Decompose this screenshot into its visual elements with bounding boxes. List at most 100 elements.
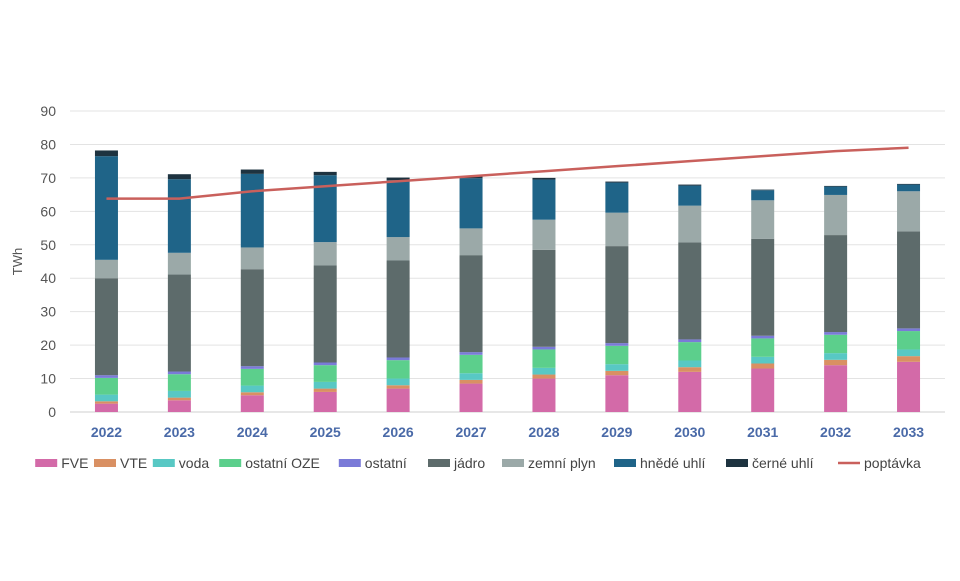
bar-segment-ostatní-oze — [94, 377, 118, 395]
bar-segment-zemní-plyn — [94, 259, 118, 279]
bar-segment-voda — [751, 356, 775, 364]
bar-segment-zemní-plyn — [386, 237, 410, 261]
bar-segment-ostatní-oze — [605, 345, 629, 365]
bar-segment-fve — [678, 371, 702, 412]
bar-segment-ostatní — [167, 371, 191, 375]
bar-segment-vte — [897, 356, 921, 362]
legend-label: černé uhlí — [752, 455, 814, 471]
bar-segment-fve — [313, 391, 337, 412]
bar-segment-ostatní-oze — [313, 365, 337, 382]
legend-swatch — [428, 459, 450, 467]
gridlines — [70, 110, 945, 413]
bar-segment-zemní-plyn — [751, 200, 775, 239]
bar-segment-zemní-plyn — [824, 194, 848, 236]
y-tick-label: 40 — [40, 270, 56, 286]
demand-line-path — [106, 146, 909, 200]
bar-segment-černé-uhlí — [897, 183, 921, 185]
bar-segment-černé-uhlí — [678, 184, 702, 186]
bar-segment-černé-uhlí — [94, 150, 118, 157]
bar-segment-voda — [459, 373, 483, 380]
bar-segment-jádro — [605, 246, 629, 344]
bar-segment-voda — [386, 378, 410, 386]
legend-swatch — [338, 459, 361, 467]
bar-segment-jádro — [824, 235, 848, 333]
bar-segment-voda — [824, 353, 848, 360]
y-tick-label: 0 — [48, 404, 56, 420]
y-tick-label: 70 — [40, 170, 56, 186]
bar-segment-zemní-plyn — [313, 242, 337, 266]
bar-segment-voda — [240, 385, 264, 393]
legend-swatch — [726, 459, 748, 467]
bar-segment-fve — [459, 383, 483, 412]
y-tick-label: 50 — [40, 237, 56, 253]
bar-segment-ostatní — [94, 375, 118, 378]
bar-segment-fve — [605, 375, 629, 412]
x-tick-label: 2024 — [237, 424, 268, 440]
bar-segment-černé-uhlí — [605, 181, 629, 183]
bar-segment-jádro — [678, 242, 702, 340]
bar-segment-zemní-plyn — [532, 219, 556, 250]
bar-segment-jádro — [167, 274, 191, 372]
bar-segment-voda — [532, 367, 556, 375]
bar-segment-jádro — [313, 265, 337, 363]
bar-segment-voda — [605, 364, 629, 371]
bar-segment-vte — [386, 385, 410, 389]
bar-segment-ostatní-oze — [751, 338, 775, 357]
bar-segment-jádro — [897, 231, 921, 329]
bar-segment-fve — [240, 395, 264, 412]
bar-segment-hnědé-uhlí — [897, 184, 921, 192]
bar-segment-fve — [386, 388, 410, 412]
bar-segment-voda — [167, 390, 191, 398]
bar-segment-zemní-plyn — [167, 252, 191, 275]
bar-segment-ostatní-oze — [824, 334, 848, 354]
bar-segment-zemní-plyn — [678, 205, 702, 243]
bar-segment-ostatní-oze — [459, 354, 483, 374]
bar-segment-zemní-plyn — [897, 191, 921, 232]
bar-segment-voda — [94, 394, 118, 402]
legend-swatch — [614, 459, 636, 467]
bar-segment-ostatní — [532, 346, 556, 350]
bars — [94, 150, 921, 412]
bar-segment-černé-uhlí — [386, 177, 410, 181]
y-tick-label: 90 — [40, 103, 56, 119]
bar-segment-ostatní — [605, 343, 629, 346]
bar-segment-hnědé-uhlí — [459, 178, 483, 229]
legend-swatch — [35, 459, 58, 467]
bar-segment-černé-uhlí — [240, 169, 264, 174]
bar-segment-vte — [167, 397, 191, 401]
x-tick-label: 2025 — [310, 424, 341, 440]
legend-label: ostatní OZE — [245, 455, 320, 471]
bar-segment-jádro — [386, 260, 410, 358]
bar-segment-voda — [897, 349, 921, 357]
x-tick-label: 2023 — [164, 424, 195, 440]
bar-segment-vte — [459, 379, 483, 384]
y-tick-label: 30 — [40, 304, 56, 320]
bar-segment-ostatní-oze — [386, 360, 410, 379]
y-tick-label: 10 — [40, 371, 56, 387]
x-tick-label: 2022 — [91, 424, 122, 440]
legend-label: FVE — [61, 455, 88, 471]
bar-segment-hnědé-uhlí — [532, 179, 556, 220]
legend-swatch — [502, 459, 524, 467]
x-tick-label: 2032 — [820, 424, 851, 440]
bar-segment-ostatní — [386, 357, 410, 361]
bar-segment-ostatní — [313, 362, 337, 366]
bar-segment-fve — [167, 400, 191, 412]
bar-segment-ostatní — [751, 335, 775, 339]
legend-swatch — [219, 459, 242, 467]
bar-segment-fve — [94, 403, 118, 412]
legend-label: zemní plyn — [528, 455, 596, 471]
y-axis-label: TWh — [10, 248, 25, 275]
x-tick-label: 2027 — [455, 424, 486, 440]
bar-segment-vte — [605, 370, 629, 376]
legend-swatch — [152, 459, 175, 467]
bar-segment-ostatní-oze — [532, 349, 556, 368]
bar-segment-zemní-plyn — [459, 228, 483, 256]
x-tick-label: 2030 — [674, 424, 705, 440]
x-tick-label: 2029 — [601, 424, 632, 440]
bar-segment-hnědé-uhlí — [94, 156, 118, 260]
y-axis-ticks: 0 10 20 30 40 50 60 70 80 90 — [40, 103, 56, 420]
bar-segment-vte — [240, 392, 264, 396]
